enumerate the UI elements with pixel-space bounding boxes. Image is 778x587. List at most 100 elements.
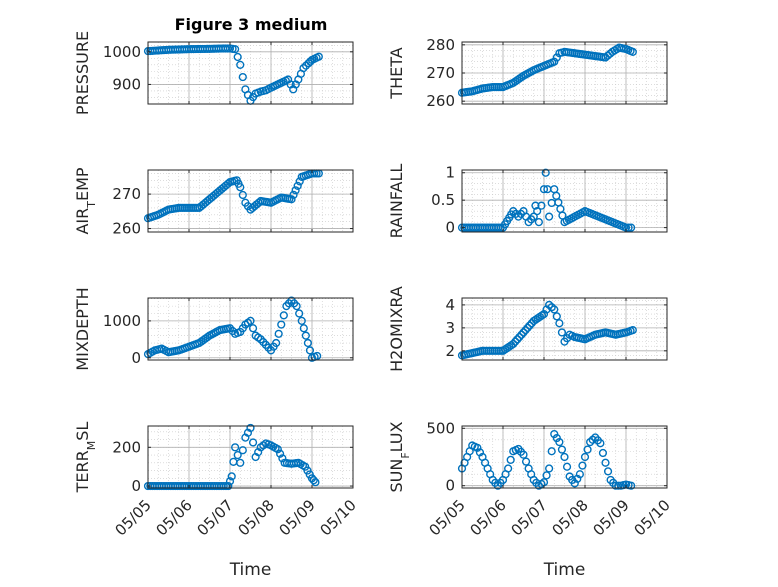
data-point: [519, 328, 528, 337]
y-tick-label: 280: [426, 36, 455, 54]
data-point: [293, 181, 302, 190]
data-point: [221, 481, 231, 491]
data-point: [515, 332, 524, 342]
data-point: [517, 73, 526, 82]
axes-box: [461, 425, 668, 489]
y-tick-label: 270: [112, 185, 141, 203]
y-axis-label: RAINFALL: [387, 164, 406, 239]
data-point: [562, 462, 572, 471]
data-point: [224, 481, 233, 491]
data-point: [295, 177, 304, 186]
y-axis-label: TERRMSL: [73, 422, 98, 494]
data-point: [273, 445, 282, 454]
axes-box: [147, 425, 354, 489]
data-point: [248, 324, 258, 333]
data-point: [295, 309, 304, 318]
data-point: [580, 452, 590, 462]
data-point: [301, 331, 310, 340]
subplot-6: 2 3 4 H2OMIXRA: [387, 286, 668, 372]
axes-box: [147, 169, 354, 233]
subplot-3: 260 270 AIRTEMP: [73, 167, 354, 238]
y-tick-label: 1: [445, 164, 455, 182]
figure-title: Figure 3 medium: [175, 15, 328, 34]
y-tick-label: 270: [426, 64, 455, 82]
data-point: [299, 64, 308, 73]
y-tick-label: 3: [445, 319, 455, 337]
data-point: [578, 461, 587, 470]
data-point: [231, 443, 240, 452]
y-tick-label: 200: [112, 438, 141, 456]
data-point: [517, 330, 526, 339]
data-point: [550, 57, 559, 66]
data-point: [575, 470, 584, 479]
data-point: [236, 60, 245, 69]
label-part: LUX: [387, 421, 406, 452]
axes-box: [147, 297, 354, 361]
data-point: [537, 201, 546, 210]
y-tick-label: 0: [131, 349, 141, 367]
y-tick-label: 260: [426, 92, 455, 110]
data-point: [542, 471, 551, 480]
data-point: [560, 452, 569, 462]
data-point: [624, 223, 633, 232]
data-point: [274, 329, 283, 338]
data-point: [225, 477, 235, 486]
data-point: [541, 168, 550, 177]
label-part: EMP: [73, 167, 92, 201]
data-point: [279, 311, 288, 320]
label-part: TERR: [73, 450, 92, 493]
y-tick-label: 2: [445, 342, 455, 360]
data-point: [314, 52, 323, 61]
data-point: [583, 445, 592, 454]
data-point: [238, 72, 247, 82]
data-point: [545, 464, 554, 473]
data-point: [277, 320, 286, 329]
data-point: [509, 339, 518, 349]
y-axis-label: PRESSURE: [73, 31, 92, 115]
data-point: [552, 53, 561, 62]
data-point: [233, 52, 242, 62]
data-point: [539, 185, 549, 194]
data-point: [238, 190, 247, 200]
data-point: [246, 316, 255, 325]
data-point: [246, 423, 255, 433]
data-point: [233, 450, 242, 460]
y-axis-label: SUNFLUX: [387, 421, 412, 492]
data-point: [552, 312, 561, 321]
label-subscript: F: [399, 452, 412, 458]
data-point: [231, 45, 240, 54]
data-point: [276, 449, 285, 458]
data-point: [596, 439, 605, 448]
y-tick-label: 0: [445, 477, 455, 495]
data-point: [238, 446, 247, 455]
data-point: [627, 223, 636, 232]
data-point: [628, 326, 637, 335]
x-axis-label: Time: [543, 560, 586, 580]
data-point: [513, 335, 522, 344]
y-axis-label: MIXDEPTH: [73, 287, 92, 370]
data-point: [545, 212, 554, 221]
data-point: [521, 457, 531, 466]
data-point: [248, 438, 258, 447]
data-point: [628, 47, 637, 56]
data-point: [289, 190, 298, 199]
data-point: [297, 316, 306, 325]
data-point: [511, 337, 520, 346]
data-point: [303, 338, 313, 348]
y-tick-label: 0: [445, 219, 455, 237]
label-part: SL: [73, 422, 92, 441]
data-point: [519, 450, 528, 459]
data-point: [301, 61, 311, 70]
data-point: [550, 429, 559, 439]
y-tick-label: 900: [112, 75, 141, 93]
data-point: [313, 351, 322, 361]
y-axis-label: H2OMIXRA: [387, 286, 406, 372]
label-subscript: M: [85, 441, 98, 451]
y-tick-label: 4: [445, 296, 455, 314]
data-point: [555, 319, 564, 328]
data-point: [278, 454, 287, 463]
data-point: [305, 346, 315, 355]
data-point: [311, 478, 320, 487]
label-subscript: T: [85, 201, 98, 209]
